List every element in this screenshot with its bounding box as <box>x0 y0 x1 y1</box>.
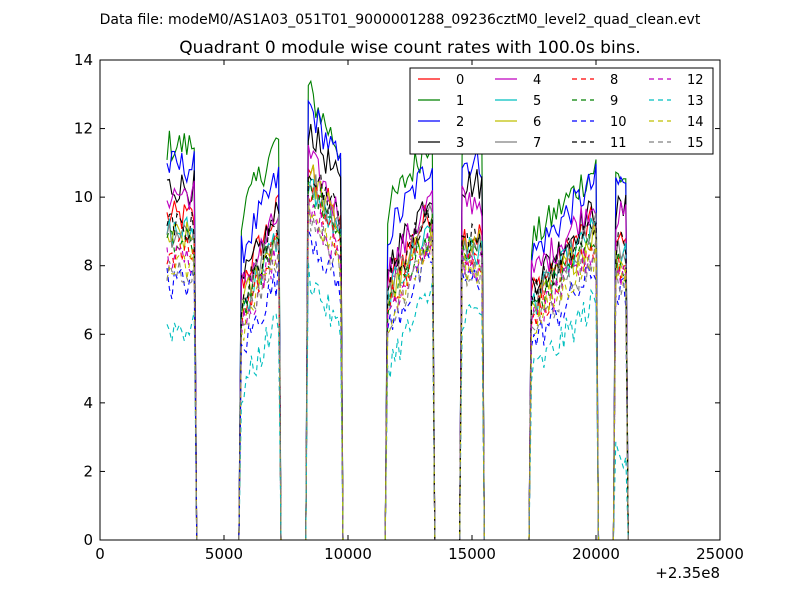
y-tick-label: 4 <box>83 394 93 412</box>
x-tick-label: 20000 <box>572 545 620 563</box>
series-line-3 <box>166 123 629 540</box>
series-line-7 <box>166 174 629 540</box>
y-tick-label: 8 <box>83 257 93 275</box>
x-axis-offset-label: +2.35e8 <box>655 564 720 582</box>
legend-box <box>409 67 714 155</box>
y-tick-label: 14 <box>74 51 93 69</box>
y-tick-label: 10 <box>74 188 93 206</box>
y-tick-label: 2 <box>83 462 93 480</box>
x-tick-label: 5000 <box>205 545 243 563</box>
legend-label: 13 <box>687 94 704 109</box>
legend-label: 12 <box>687 73 704 88</box>
legend-label: 9 <box>610 94 618 109</box>
legend-label: 6 <box>533 115 541 130</box>
legend-label: 1 <box>456 94 464 109</box>
series-line-2 <box>166 99 629 540</box>
y-tick-label: 0 <box>83 531 93 549</box>
series-line-15 <box>166 197 629 540</box>
series-line-9 <box>166 179 629 540</box>
series-line-14 <box>166 203 629 540</box>
x-tick-label: 10000 <box>324 545 372 563</box>
legend-label: 14 <box>687 115 704 130</box>
x-axis: 0 5000 10000 15000 20000 25000 <box>95 60 744 563</box>
legend-label: 8 <box>610 73 618 88</box>
series-line-11 <box>166 172 629 540</box>
series-line-6 <box>166 164 629 540</box>
series-line-0 <box>166 164 629 540</box>
data-file-label: Data file: modeM0/AS1A03_051T01_90000012… <box>100 12 701 28</box>
x-tick-label: 25000 <box>696 545 744 563</box>
legend-label: 15 <box>687 136 704 151</box>
legend-label: 10 <box>610 115 627 130</box>
legend-label: 0 <box>456 73 464 88</box>
y-tick-label: 12 <box>74 120 93 138</box>
series-line-13 <box>166 261 629 540</box>
legend-label: 11 <box>610 136 627 151</box>
axes-frame <box>99 59 721 541</box>
x-tick-label: 0 <box>95 545 105 563</box>
legend-label: 3 <box>456 136 464 151</box>
legend-label: 4 <box>533 73 541 88</box>
x-tick-label: 15000 <box>448 545 496 563</box>
series-line-4 <box>166 144 629 540</box>
series-line-8 <box>166 184 629 540</box>
legend-label: 2 <box>456 115 464 130</box>
legend-label: 5 <box>533 94 541 109</box>
y-tick-label: 6 <box>83 325 93 343</box>
legend-label: 7 <box>533 136 541 151</box>
series-layer <box>166 79 629 540</box>
chart-title: Quadrant 0 module wise count rates with … <box>179 38 640 58</box>
series-line-10 <box>166 229 629 540</box>
